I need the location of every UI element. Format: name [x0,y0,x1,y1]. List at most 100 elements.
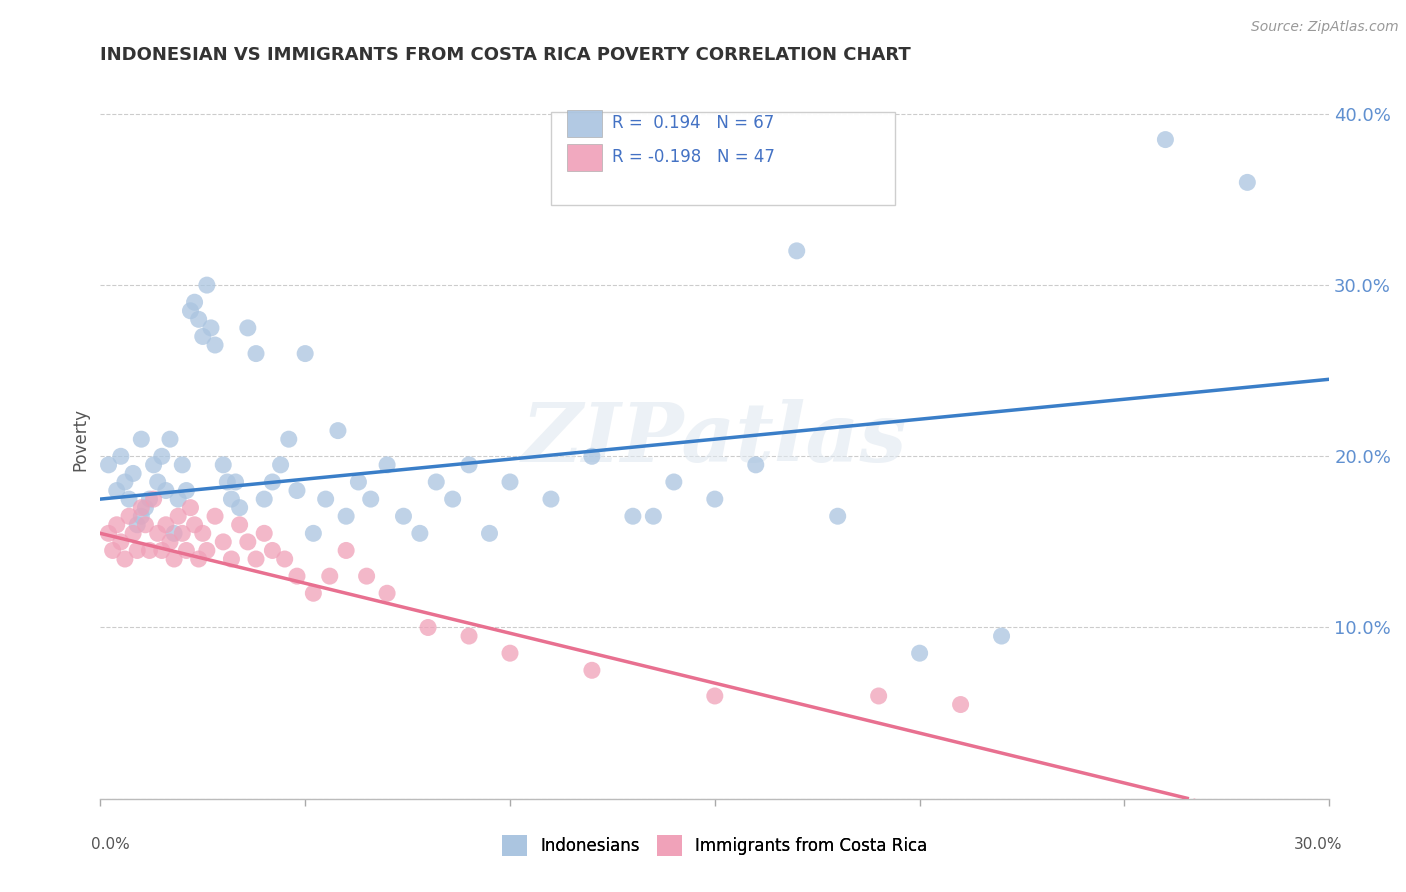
Point [1154,132,1177,146]
Point [187,552,209,566]
Point [786,244,808,258]
Point [245,346,267,360]
FancyBboxPatch shape [568,144,602,171]
Point [155,483,177,498]
Point [191,329,214,343]
Point [662,475,685,489]
Point [159,535,181,549]
Point [191,526,214,541]
Point [949,698,972,712]
Point [172,526,194,541]
Point [360,492,382,507]
Point [703,689,725,703]
Point [183,517,205,532]
Point [138,492,160,507]
Point [285,483,308,498]
Point [225,475,247,489]
Point [114,552,136,566]
Point [478,526,501,541]
Point [150,450,173,464]
Point [441,492,464,507]
Point [172,458,194,472]
Point [540,492,562,507]
Point [335,509,357,524]
Point [375,458,398,472]
Point [1236,175,1258,189]
Point [131,509,153,524]
Point [127,543,149,558]
Point [212,535,235,549]
Point [122,467,145,481]
Point [302,526,325,541]
Point [277,432,299,446]
Point [416,620,439,634]
Point [908,646,931,660]
Point [326,424,349,438]
Point [868,689,890,703]
Point [179,500,201,515]
Point [195,278,218,293]
Point [142,492,165,507]
Point [105,517,128,532]
Point [167,492,190,507]
Point [347,475,370,489]
Point [204,509,226,524]
Point [375,586,398,600]
Point [146,526,169,541]
Point [204,338,226,352]
Point [228,500,250,515]
Point [643,509,665,524]
Text: INDONESIAN VS IMMIGRANTS FROM COSTA RICA POVERTY CORRELATION CHART: INDONESIAN VS IMMIGRANTS FROM COSTA RICA… [100,46,911,64]
Point [302,586,325,600]
Text: R = -0.198   N = 47: R = -0.198 N = 47 [612,148,775,166]
Point [131,500,153,515]
Point [150,543,173,558]
Point [315,492,337,507]
Point [101,543,124,558]
Point [335,543,357,558]
Legend: Indonesians, Immigrants from Costa Rica: Indonesians, Immigrants from Costa Rica [495,829,934,863]
Point [703,492,725,507]
Point [167,509,190,524]
Point [458,458,481,472]
Point [745,458,768,472]
Text: R =  0.194   N = 67: R = 0.194 N = 67 [612,114,773,132]
Point [409,526,432,541]
Point [236,535,259,549]
Point [122,526,145,541]
Y-axis label: Poverty: Poverty [72,408,89,471]
Point [270,458,292,472]
Point [110,535,132,549]
Point [221,492,243,507]
Text: 30.0%: 30.0% [1295,837,1343,852]
Point [319,569,342,583]
Point [236,321,259,335]
Point [118,509,141,524]
Point [118,492,141,507]
Point [163,552,186,566]
Point [499,475,522,489]
Point [425,475,447,489]
Point [159,432,181,446]
Point [176,483,198,498]
Point [110,450,132,464]
Point [97,526,120,541]
Point [392,509,415,524]
Point [195,543,218,558]
Point [163,526,186,541]
Point [105,483,128,498]
Point [217,475,239,489]
Point [187,312,209,326]
Point [97,458,120,472]
Point [253,526,276,541]
Point [183,295,205,310]
Point [356,569,378,583]
Text: ZIPatlas: ZIPatlas [522,400,907,479]
Point [581,450,603,464]
Text: 0.0%: 0.0% [91,837,131,852]
Point [273,552,295,566]
Point [285,569,308,583]
Point [138,543,160,558]
Point [262,543,284,558]
Point [142,458,165,472]
